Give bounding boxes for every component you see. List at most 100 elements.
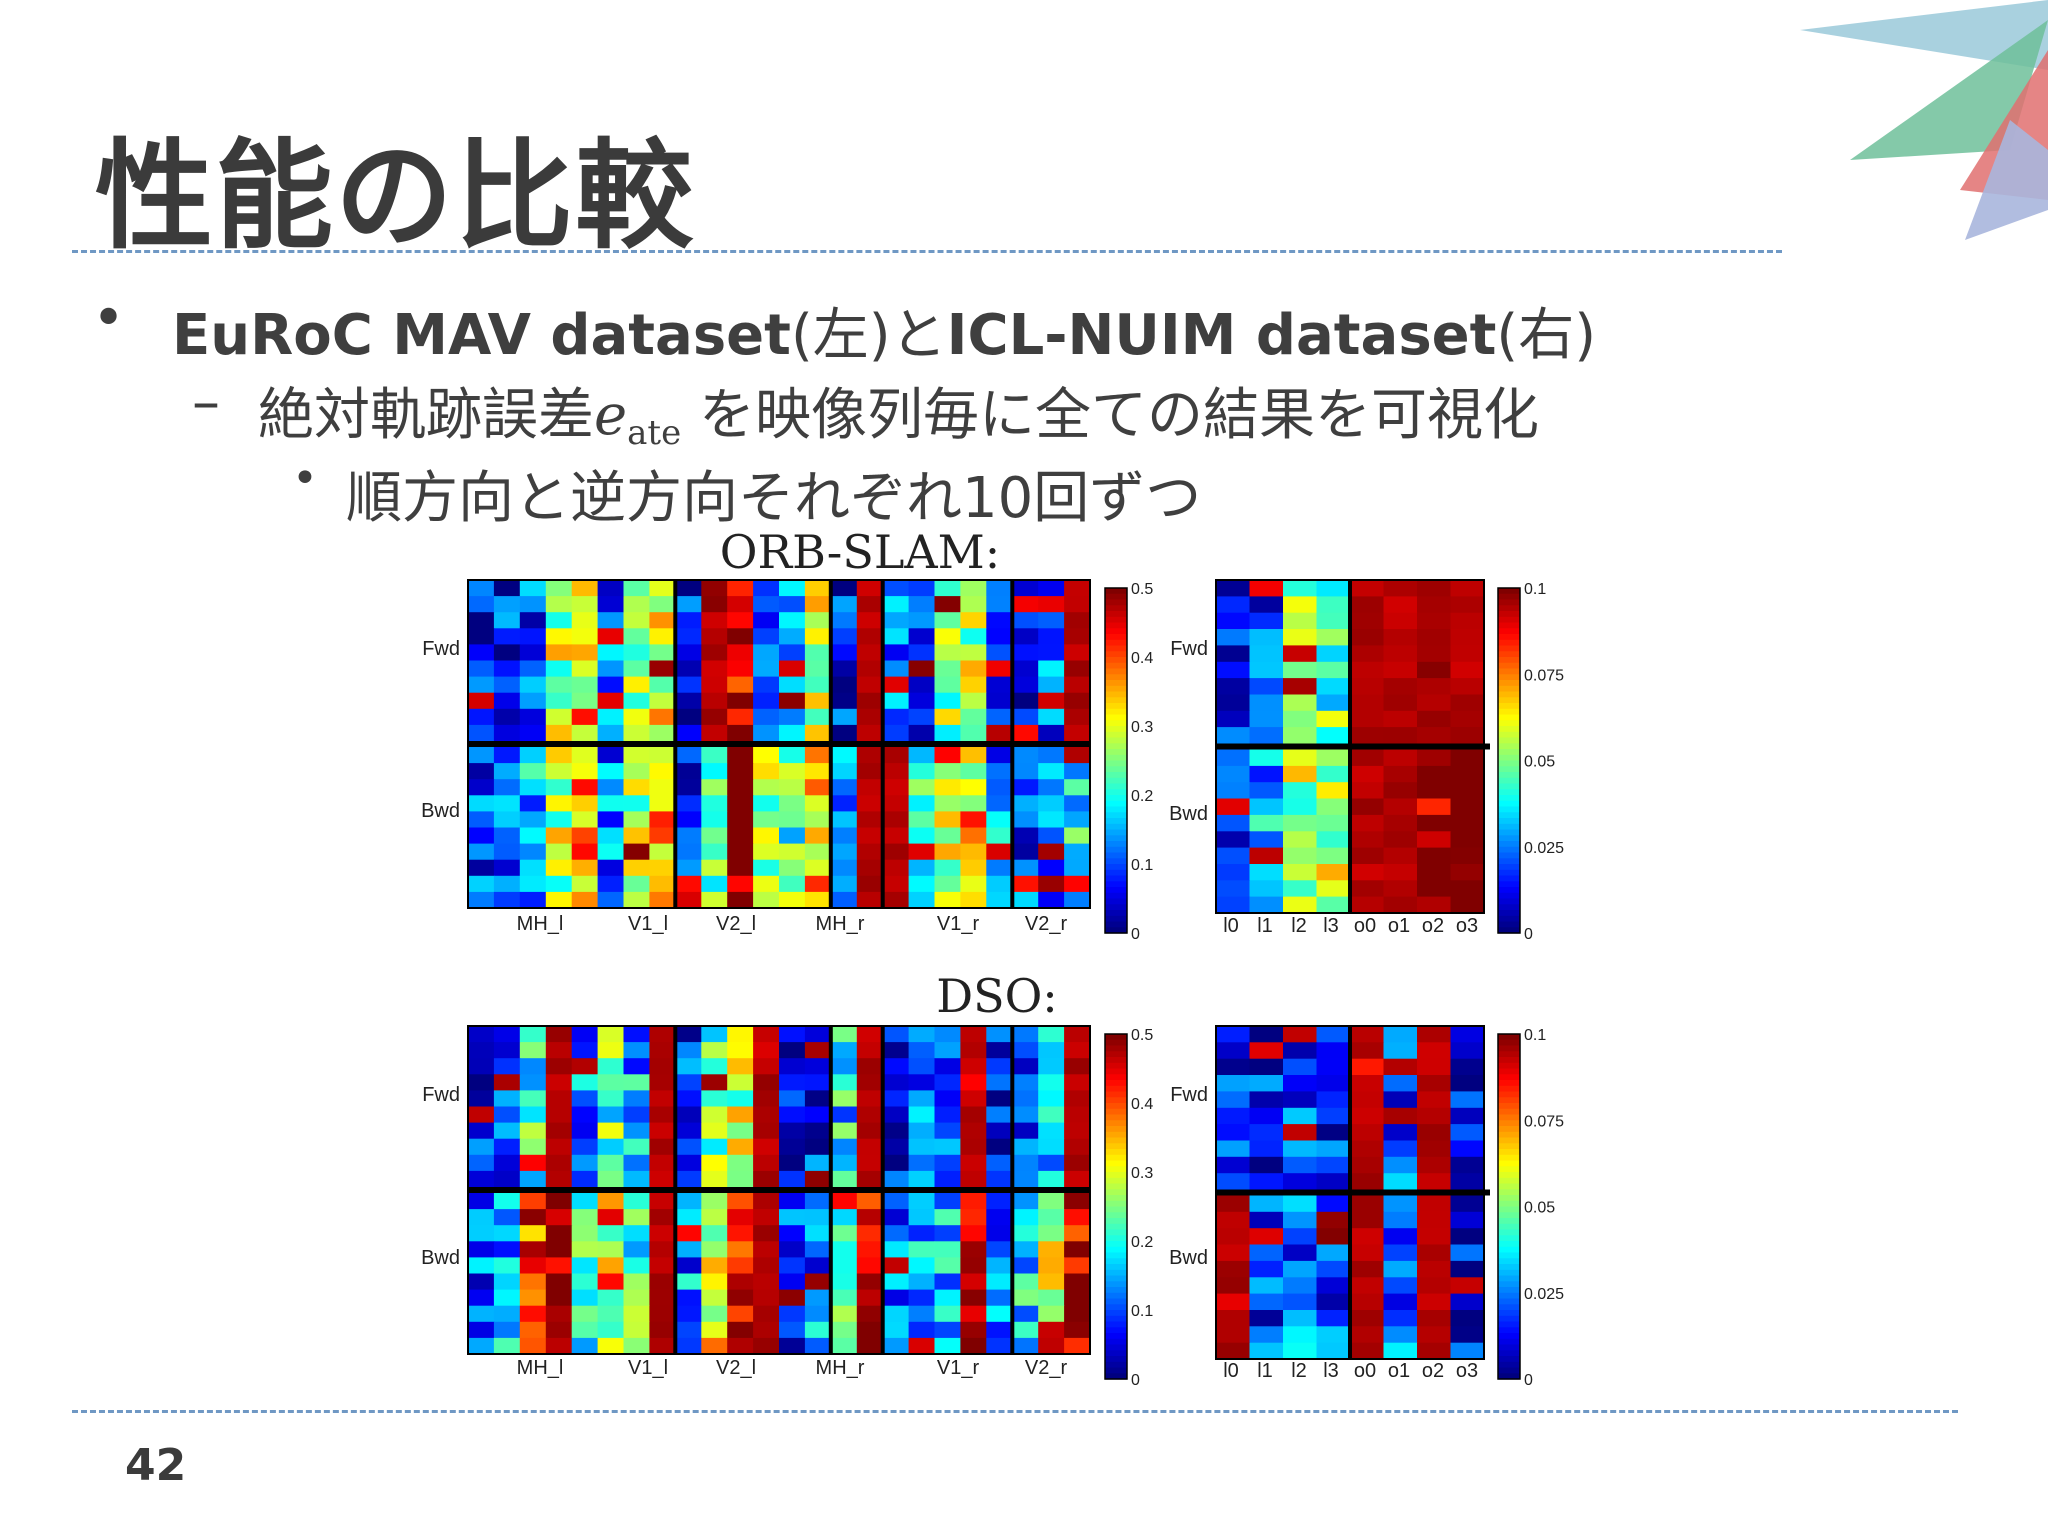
heatmap-cell xyxy=(623,1257,650,1275)
heatmap-cell xyxy=(1216,1211,1251,1229)
heatmap-cell xyxy=(468,580,495,597)
heatmap-cell xyxy=(960,1241,987,1258)
heatmap-cell xyxy=(1450,1211,1485,1229)
heatmap-cell xyxy=(1450,1260,1485,1278)
heatmap-cell xyxy=(493,1074,521,1091)
heatmap-cell xyxy=(1350,580,1385,597)
colorbar-step xyxy=(1498,921,1520,928)
heatmap-cell xyxy=(623,1241,650,1258)
heatmap-cell xyxy=(986,827,1013,845)
colorbar-step xyxy=(1105,915,1127,923)
heatmap-cell xyxy=(493,859,521,877)
heatmap-cell xyxy=(649,891,676,909)
heatmap-cell xyxy=(623,708,650,726)
heatmap-cell xyxy=(519,811,547,829)
heatmap-cell xyxy=(623,1289,650,1307)
heatmap-cell xyxy=(701,1154,728,1172)
colorbar-step xyxy=(1105,645,1127,652)
heatmap-cell xyxy=(649,763,676,780)
heatmap-cell xyxy=(753,875,780,893)
heatmap-cell xyxy=(1417,1326,1452,1344)
heatmap-cell xyxy=(753,1193,780,1210)
colorbar-step xyxy=(1105,818,1127,825)
colorbar-step xyxy=(1498,1258,1520,1265)
colorbar-step xyxy=(1498,1039,1520,1047)
heatmap-cell xyxy=(830,747,858,764)
colorbar-step xyxy=(1105,1229,1127,1236)
heatmap-cell xyxy=(1283,1293,1318,1311)
colorbar-step xyxy=(1498,1269,1520,1277)
heatmap-cell xyxy=(1249,678,1284,696)
heatmap-cell xyxy=(1450,1244,1485,1262)
heatmap-cell xyxy=(1038,1042,1065,1059)
heatmap-cell xyxy=(1216,1326,1251,1344)
heatmap-cell xyxy=(960,1026,987,1043)
colorbar-step xyxy=(1498,1154,1520,1162)
heatmap-cell xyxy=(649,859,676,877)
heatmap-cell xyxy=(493,891,521,909)
heatmap-cell xyxy=(779,1305,806,1323)
heatmap-cell xyxy=(986,795,1013,812)
heatmap-cell xyxy=(882,644,910,662)
heatmap-cell xyxy=(960,1305,987,1323)
heatmap-cell xyxy=(1450,1342,1485,1360)
heatmap-cell xyxy=(1216,798,1251,816)
colorbar-step xyxy=(1105,639,1127,647)
heatmap-cell xyxy=(1316,880,1351,898)
heatmap-cell xyxy=(1450,1277,1485,1295)
deco-shape-green xyxy=(1850,20,2048,160)
heatmap-cell xyxy=(597,1090,625,1108)
heatmap-cell xyxy=(545,1170,573,1188)
row-label: Fwd xyxy=(422,638,460,660)
colorbar-step xyxy=(1498,789,1520,796)
heatmap-cell xyxy=(597,1042,625,1059)
colorbar-step xyxy=(1105,1315,1127,1323)
heatmap-cell xyxy=(1038,628,1065,645)
heatmap-cell xyxy=(986,1321,1013,1339)
heatmap-cell xyxy=(649,1193,676,1210)
colorbar-step xyxy=(1498,588,1520,595)
heatmap-cell xyxy=(468,1138,495,1156)
colorbar-tick-label: 0.025 xyxy=(1524,840,1564,857)
heatmap-cell xyxy=(804,811,832,829)
heatmap-cell xyxy=(804,1090,832,1108)
heatmap-cell xyxy=(649,1289,676,1307)
heatmap-cell xyxy=(675,612,702,629)
heatmap-cell xyxy=(727,1122,754,1140)
heatmap-cell xyxy=(960,843,987,861)
heatmap-cell xyxy=(1283,831,1318,849)
heatmap-cell xyxy=(1216,1310,1251,1327)
heatmap-cell xyxy=(1038,827,1065,845)
heatmap-cell xyxy=(830,1321,858,1339)
heatmap-cell xyxy=(1038,1273,1065,1291)
heatmap-cell xyxy=(1064,763,1091,780)
heatmap-cell xyxy=(1216,1277,1251,1295)
colorbar-step xyxy=(1498,846,1520,854)
heatmap-cell xyxy=(856,1042,884,1059)
heatmap-cell xyxy=(727,1026,754,1043)
colorbar-step xyxy=(1105,1097,1127,1104)
heatmap-cell xyxy=(830,628,858,645)
heatmap-cell xyxy=(1283,798,1318,816)
heatmap-cell xyxy=(882,1273,910,1291)
heatmap-cell xyxy=(571,1273,599,1291)
heatmap-cell xyxy=(856,875,884,893)
heatmap-cell xyxy=(649,1058,676,1075)
colorbar-frame xyxy=(1104,587,1128,934)
heatmap-cell xyxy=(804,692,832,710)
heatmap-cell xyxy=(1216,661,1251,679)
heatmap-cell xyxy=(1316,1140,1351,1158)
heatmap-cell xyxy=(1417,1195,1452,1213)
bullet-level1-text: EuRoC MAV dataset(左)とICL-NUIM dataset(右) xyxy=(172,290,1596,371)
heatmap-cell xyxy=(1216,1026,1251,1043)
heatmap-cell xyxy=(1383,727,1418,745)
heatmap-cell xyxy=(468,843,495,861)
heatmap-cell xyxy=(753,1106,780,1124)
heatmap-cell xyxy=(1216,1293,1251,1311)
colorbar-step xyxy=(1105,754,1127,762)
colorbar-step xyxy=(1498,1062,1520,1070)
heatmap-cell xyxy=(882,1321,910,1339)
colorbar-step xyxy=(1498,869,1520,877)
heatmap-cell xyxy=(468,1042,495,1059)
colorbar-step xyxy=(1498,731,1520,739)
